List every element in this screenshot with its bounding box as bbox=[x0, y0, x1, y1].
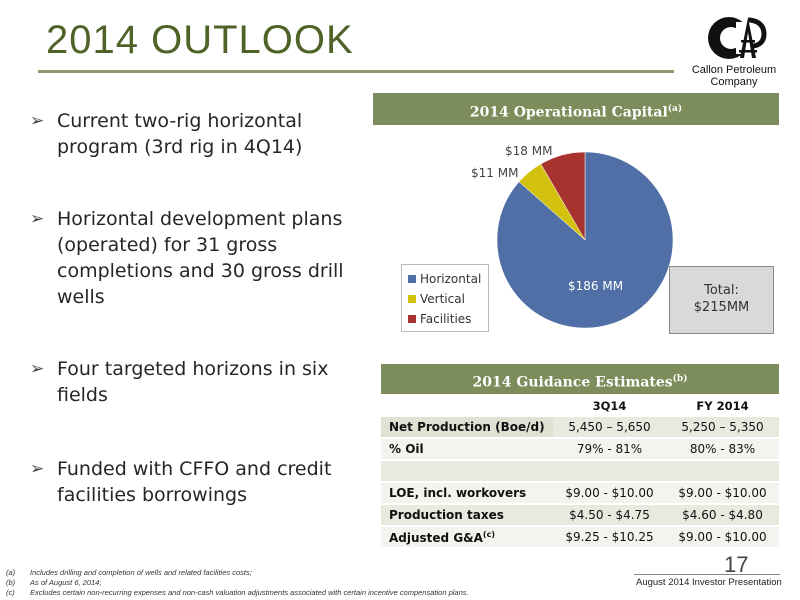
table-header-cell bbox=[381, 396, 553, 417]
row-value-3q14: $9.00 - $10.00 bbox=[553, 482, 666, 505]
bullet-item: ➢ Four targeted horizons in six fields bbox=[30, 356, 375, 408]
bullet-item: ➢ Horizontal development plans (operated… bbox=[30, 206, 375, 310]
footnote: (a) Includes drilling and completion of w… bbox=[6, 568, 252, 577]
pie-legend: Horizontal Vertical Facilities bbox=[401, 264, 489, 332]
footnote: (b) As of August 6, 2014; bbox=[6, 578, 101, 587]
company-logo: Callon Petroleum Company bbox=[678, 14, 790, 90]
legend-swatch bbox=[408, 315, 416, 323]
guidance-header-text: 2014 Guidance Estimates bbox=[472, 374, 673, 391]
legend-item-facilities: Facilities bbox=[408, 309, 488, 329]
bullet-text: Four targeted horizons in six fields bbox=[57, 358, 329, 406]
guidance-header: 2014 Guidance Estimates(b) bbox=[381, 364, 779, 394]
callon-cp-derrick-logo bbox=[708, 17, 767, 59]
row-label: Adjusted G&A(c) bbox=[381, 526, 553, 549]
total-value: $215MM bbox=[693, 300, 750, 315]
footnote-key: (c) bbox=[6, 588, 15, 597]
capital-header-note: (a) bbox=[667, 104, 683, 114]
pie-svg bbox=[496, 151, 674, 329]
row-value-fy2014: $9.00 - $10.00 bbox=[666, 482, 779, 505]
title-divider bbox=[38, 70, 674, 73]
legend-label: Vertical bbox=[420, 292, 465, 306]
logo-line-1: Callon Petroleum bbox=[691, 64, 777, 76]
arrow-bullet-icon: ➢ bbox=[30, 459, 45, 479]
row-value-3q14: $9.25 - $10.25 bbox=[553, 526, 666, 549]
arrow-bullet-icon: ➢ bbox=[30, 111, 45, 131]
legend-swatch bbox=[408, 295, 416, 303]
total-label: Total: bbox=[704, 283, 739, 298]
bullet-item: ➢ Current two-rig horizontal program (3r… bbox=[30, 108, 375, 160]
table-row: Adjusted G&A(c) $9.25 - $10.25 $9.00 - $… bbox=[381, 526, 779, 549]
data-label-facilities: $18 MM bbox=[505, 144, 553, 158]
legend-item-horizontal: Horizontal bbox=[408, 269, 488, 289]
table-header-cell: 3Q14 bbox=[553, 396, 666, 417]
pie-slice-facilities bbox=[540, 151, 586, 241]
legend-label: Horizontal bbox=[420, 272, 482, 286]
footnote-text: Includes drilling and completion of well… bbox=[30, 568, 252, 577]
table-row: Production taxes $4.50 - $4.75 $4.60 - $… bbox=[381, 504, 779, 527]
bullet-text: Current two-rig horizontal program (3rd … bbox=[57, 110, 303, 158]
row-value-3q14: $4.50 - $4.75 bbox=[553, 504, 666, 527]
footnote-text: Excludes certain non-recurring expenses … bbox=[30, 588, 469, 597]
arrow-bullet-icon: ➢ bbox=[30, 359, 45, 379]
row-value-fy2014 bbox=[666, 460, 779, 483]
bullet-text: Funded with CFFO and credit facilities b… bbox=[57, 458, 332, 506]
row-label: % Oil bbox=[381, 438, 553, 461]
data-label-vertical: $11 MM bbox=[471, 166, 519, 180]
bullet-item: ➢ Funded with CFFO and credit facilities… bbox=[30, 456, 375, 508]
legend-label: Facilities bbox=[420, 312, 472, 326]
logo-line-2: Company bbox=[710, 76, 758, 88]
row-label: LOE, incl. workovers bbox=[381, 482, 553, 505]
row-value-fy2014: $4.60 - $4.80 bbox=[666, 504, 779, 527]
row-label: Production taxes bbox=[381, 504, 553, 527]
data-label-horizontal: $186 MM bbox=[568, 279, 624, 293]
legend-swatch bbox=[408, 275, 416, 283]
guidance-header-note: (b) bbox=[672, 374, 688, 384]
row-value-fy2014: $9.00 - $10.00 bbox=[666, 526, 779, 549]
footnote-key: (a) bbox=[6, 568, 16, 577]
row-value-3q14: 79% - 81% bbox=[553, 438, 666, 461]
row-label-note: (c) bbox=[482, 529, 495, 539]
table-row: % Oil 79% - 81% 80% - 83% bbox=[381, 438, 779, 461]
arrow-bullet-icon: ➢ bbox=[30, 209, 45, 229]
table-row: Net Production (Boe/d) 5,450 – 5,650 5,2… bbox=[381, 416, 779, 439]
footnote: (c) Excludes certain non-recurring expens… bbox=[6, 588, 469, 597]
guidance-table: 3Q14 FY 2014 Net Production (Boe/d) 5,45… bbox=[381, 396, 779, 549]
row-value-3q14: 5,450 – 5,650 bbox=[553, 416, 666, 439]
capital-pie-chart bbox=[490, 145, 680, 335]
page-number: 17 bbox=[724, 552, 749, 577]
legend-item-vertical: Vertical bbox=[408, 289, 488, 309]
footer-divider bbox=[634, 574, 780, 575]
row-label bbox=[381, 460, 553, 483]
capital-header-text: 2014 Operational Capital bbox=[469, 104, 668, 121]
footnote-text: As of August 6, 2014; bbox=[30, 578, 102, 587]
table-row-spacer bbox=[381, 460, 779, 483]
row-label-text: Adjusted G&A bbox=[389, 530, 483, 545]
presentation-name: August 2014 Investor Presentation bbox=[636, 577, 782, 588]
footnote-key: (b) bbox=[6, 578, 16, 587]
row-value-fy2014: 80% - 83% bbox=[666, 438, 779, 461]
table-header-row: 3Q14 FY 2014 bbox=[381, 396, 779, 417]
row-value-fy2014: 5,250 – 5,350 bbox=[666, 416, 779, 439]
capital-chart-header: 2014 Operational Capital(a) bbox=[373, 93, 779, 125]
total-callout: Total: $215MM bbox=[669, 266, 774, 334]
table-row: LOE, incl. workovers $9.00 - $10.00 $9.0… bbox=[381, 482, 779, 505]
row-value-3q14 bbox=[553, 460, 666, 483]
bullet-text: Horizontal development plans (operated) … bbox=[57, 208, 344, 308]
table-header-cell: FY 2014 bbox=[666, 396, 779, 417]
page-title: 2014 OUTLOOK bbox=[46, 18, 354, 62]
row-label: Net Production (Boe/d) bbox=[381, 416, 553, 439]
